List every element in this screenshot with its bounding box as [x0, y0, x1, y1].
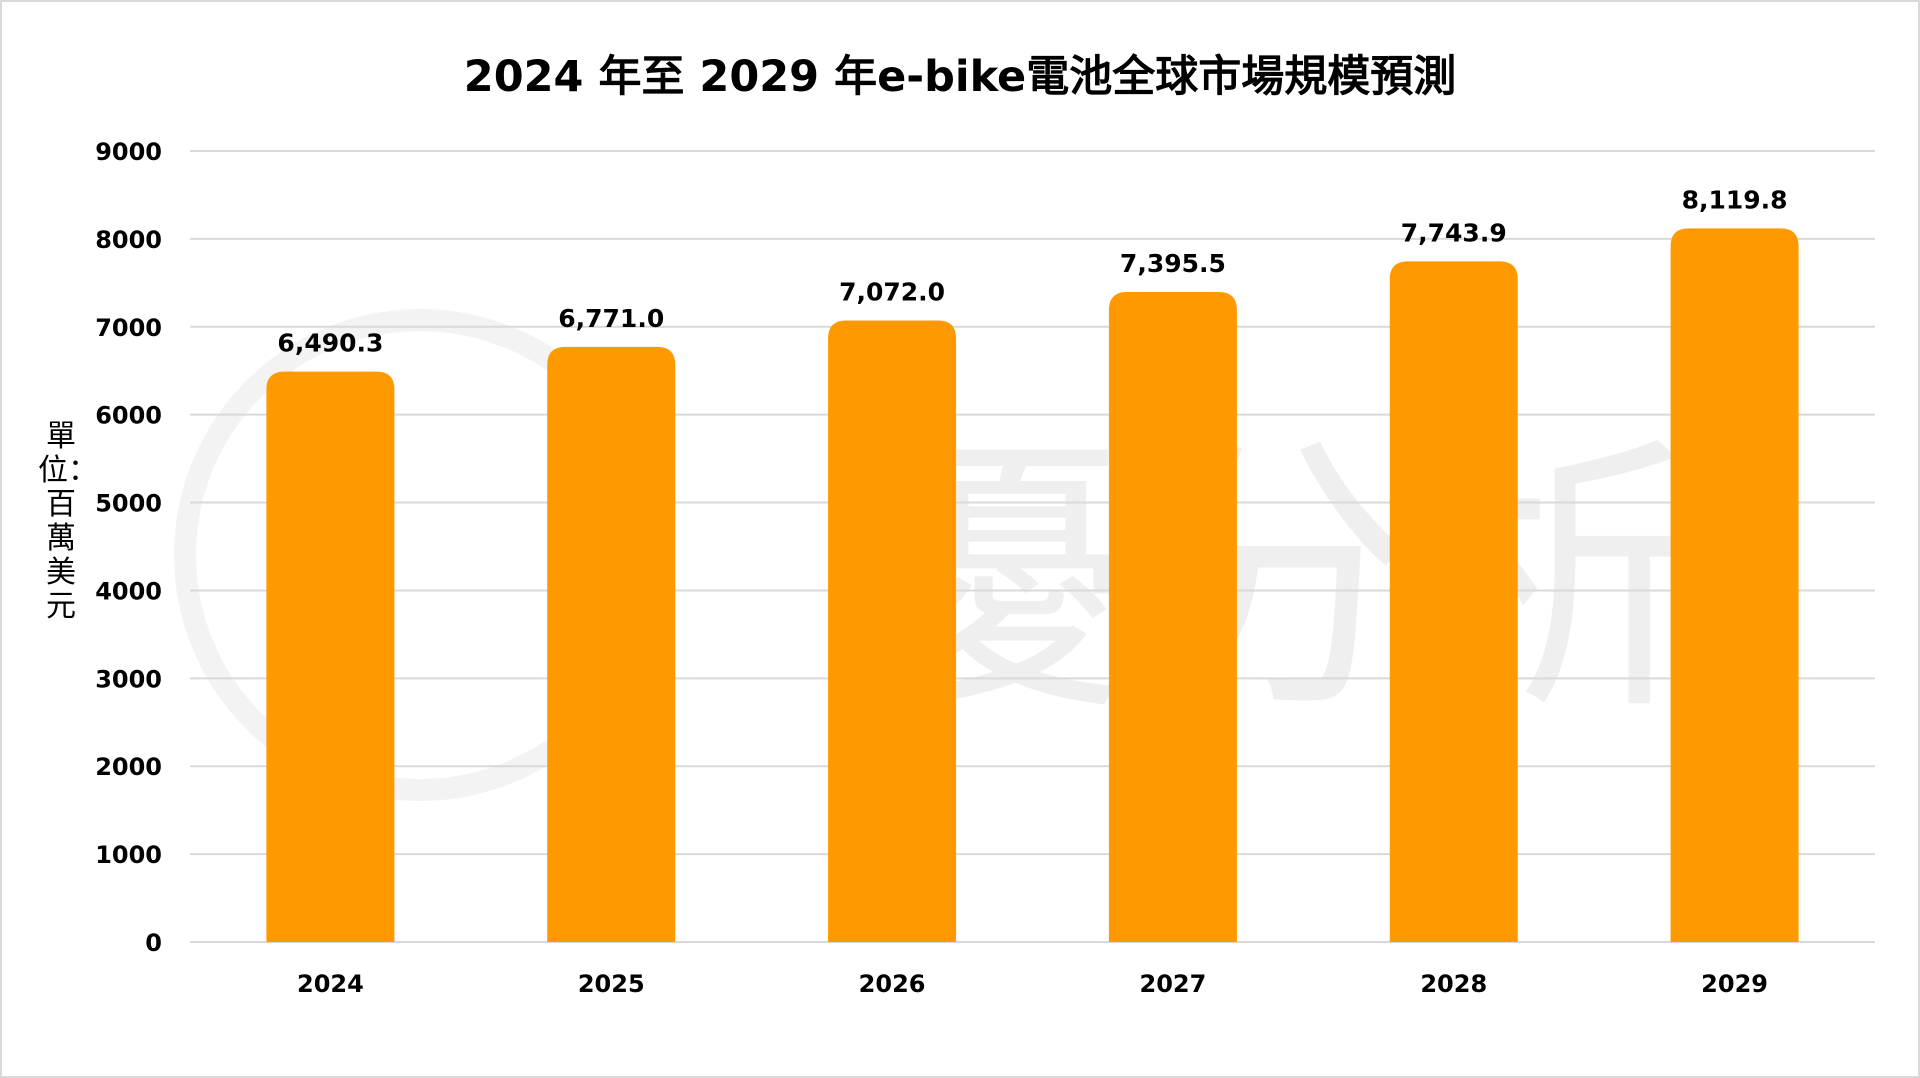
- y-tick-label: 7000: [95, 314, 162, 342]
- bar-2029: [1670, 228, 1799, 942]
- bar-2025: [547, 346, 676, 943]
- x-tick-label: 2029: [1701, 970, 1768, 998]
- x-tick-label: 2024: [297, 970, 364, 998]
- data-label: 6,490.3: [277, 329, 383, 358]
- data-label: 6,771.0: [558, 304, 664, 333]
- bars: [266, 228, 1799, 943]
- y-tick-labels: 0 1000 2000 3000 4000 5000 6000 7000 8000 9000: [95, 138, 162, 957]
- chart-title: 2024 年至 2029 年e-bike電池全球市場規模預測: [463, 52, 1457, 102]
- data-labels: 6,490.3 6,771.0 7,072.0 7,395.5 7,743.9 8,119…: [277, 185, 1787, 357]
- x-tick-label: 2026: [859, 970, 926, 998]
- bar-2026: [828, 320, 957, 942]
- x-tick-label: 2025: [578, 970, 645, 998]
- data-label: 8,119.8: [1682, 185, 1788, 214]
- y-tick-label: 2000: [95, 753, 162, 781]
- y-tick-label: 1000: [95, 841, 162, 869]
- bar-2028: [1389, 261, 1518, 943]
- watermark: 優分析: [174, 309, 1705, 801]
- data-label: 7,072.0: [839, 277, 945, 306]
- y-tick-label: 3000: [95, 665, 162, 693]
- y-tick-label: 0: [145, 929, 162, 957]
- data-label: 7,743.9: [1401, 218, 1507, 247]
- bar-2027: [1108, 292, 1237, 943]
- x-tick-labels: 2024 2025 2026 2027 2028 2029: [297, 970, 1768, 998]
- watermark-text: 優分析: [835, 412, 1705, 749]
- y-tick-label: 9000: [95, 138, 162, 166]
- x-tick-label: 2027: [1140, 970, 1207, 998]
- x-tick-label: 2028: [1420, 970, 1487, 998]
- bar-2024: [266, 371, 395, 943]
- y-tick-label: 6000: [95, 402, 162, 430]
- y-tick-label: 8000: [95, 226, 162, 254]
- gridlines: [190, 150, 1875, 943]
- y-tick-label: 5000: [95, 490, 162, 518]
- y-tick-label: 4000: [95, 577, 162, 605]
- data-label: 7,395.5: [1120, 249, 1226, 278]
